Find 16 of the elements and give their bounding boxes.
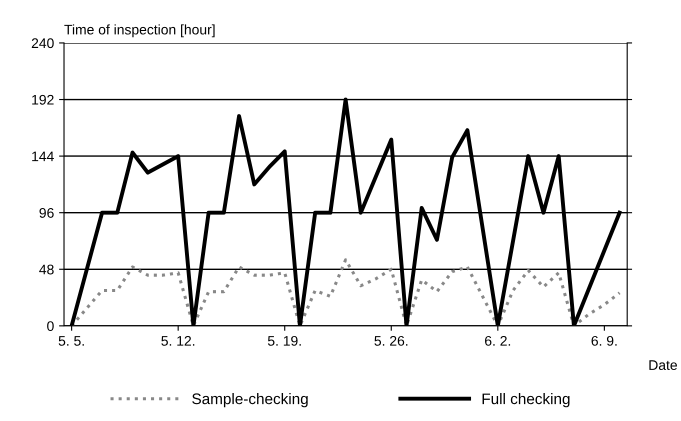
x-tick-label: 6. 2. — [485, 336, 510, 346]
x-tick-label: 5. 5. — [58, 336, 84, 346]
y-tick-label: 192 — [32, 94, 54, 105]
x-tick-label: 5. 19. — [268, 336, 301, 346]
legend-label: Sample-checking — [192, 393, 308, 408]
x-axis-title: Date — [649, 360, 677, 370]
y-tick-label: 96 — [39, 208, 54, 218]
y-tick-label: 0 — [47, 321, 54, 332]
y-axis-title: Time of inspection [hour] — [64, 24, 215, 38]
legend-label: Full checking — [482, 393, 570, 408]
y-tick-label: 240 — [32, 38, 54, 48]
y-tick-label: 144 — [32, 152, 54, 162]
y-tick-label: 48 — [39, 264, 54, 274]
x-tick-label: 5. 12. — [161, 336, 194, 346]
x-tick-label: 6. 9. — [592, 336, 617, 346]
x-tick-label: 5. 26. — [374, 336, 408, 346]
